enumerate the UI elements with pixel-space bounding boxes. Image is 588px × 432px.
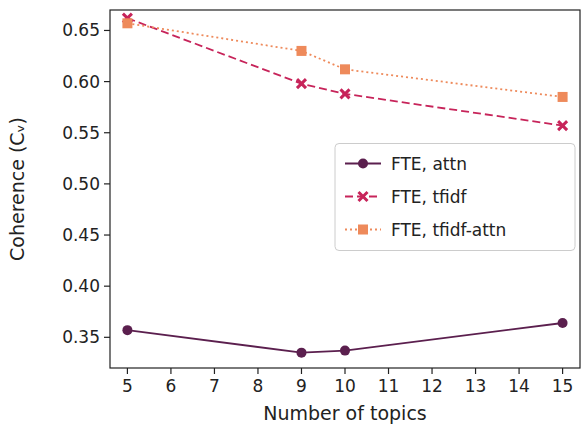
point — [296, 348, 306, 358]
point — [340, 64, 350, 74]
x-tick-label: 10 — [334, 376, 356, 396]
y-tick-label: 0.55 — [62, 123, 100, 143]
y-tick — [104, 132, 110, 133]
x-tick — [431, 368, 432, 374]
y-tick-label: 0.45 — [62, 225, 100, 245]
legend-label: FTE, tfidf-attn — [391, 220, 506, 240]
x-tick-label: 15 — [552, 376, 574, 396]
y-tick-label: 0.50 — [62, 174, 100, 194]
y-tick-label: 0.65 — [62, 20, 100, 40]
y-tick — [104, 337, 110, 338]
x-tick — [214, 368, 215, 374]
y-tick — [104, 183, 110, 184]
x-tick — [344, 368, 345, 374]
x-tick — [562, 368, 563, 374]
x-tick — [518, 368, 519, 374]
chart-container: 5 6 7 8 9 10 11 12 13 14 15 0.35 0.40 0.45 0.50 0.55 0.6… — [0, 0, 588, 432]
chart-svg: 5 6 7 8 9 10 11 12 13 14 15 0.35 0.40 0.45 0.50 0.55 0.6… — [0, 0, 588, 432]
point — [296, 46, 306, 56]
plot-frame — [110, 10, 580, 368]
point — [558, 318, 568, 328]
y-tick — [104, 234, 110, 235]
x-tick — [301, 368, 302, 374]
point — [340, 346, 350, 356]
x-tick-label: 11 — [378, 376, 400, 396]
series-line — [127, 23, 562, 97]
x-tick-label: 14 — [508, 376, 530, 396]
point — [558, 92, 568, 102]
legend-label: FTE, attn — [391, 154, 467, 174]
y-tick-label: 0.35 — [62, 327, 100, 347]
y-tick — [104, 81, 110, 82]
point — [122, 18, 132, 28]
series-line — [127, 18, 562, 125]
legend-marker — [359, 192, 368, 201]
legend-box — [335, 144, 575, 251]
y-axis-label: Coherence (Cᵥ) — [6, 117, 28, 261]
x-tick — [475, 368, 476, 374]
legend-label: FTE, tfidf — [391, 187, 468, 207]
legend-marker — [358, 225, 368, 235]
x-tick-label: 9 — [296, 376, 307, 396]
y-tick — [104, 286, 110, 287]
x-tick — [127, 368, 128, 374]
legend: FTE, attn FTE, tfidf FTE, tfidf-attn — [335, 144, 575, 251]
x-tick — [170, 368, 171, 374]
x-tick-label: 5 — [122, 376, 133, 396]
x-tick-label: 13 — [465, 376, 487, 396]
x-tick-label: 12 — [421, 376, 443, 396]
legend-marker — [358, 159, 368, 169]
x-tick-label: 6 — [166, 376, 177, 396]
y-tick-label: 0.60 — [62, 72, 100, 92]
y-tick — [104, 30, 110, 31]
point — [297, 79, 306, 88]
point — [341, 89, 350, 98]
x-tick — [257, 368, 258, 374]
x-axis-label: Number of topics — [263, 402, 426, 424]
x-tick-label: 7 — [209, 376, 220, 396]
x-tick-label: 8 — [253, 376, 264, 396]
point — [558, 121, 567, 130]
x-tick — [388, 368, 389, 374]
point — [122, 325, 132, 335]
y-tick-label: 0.40 — [62, 276, 100, 296]
